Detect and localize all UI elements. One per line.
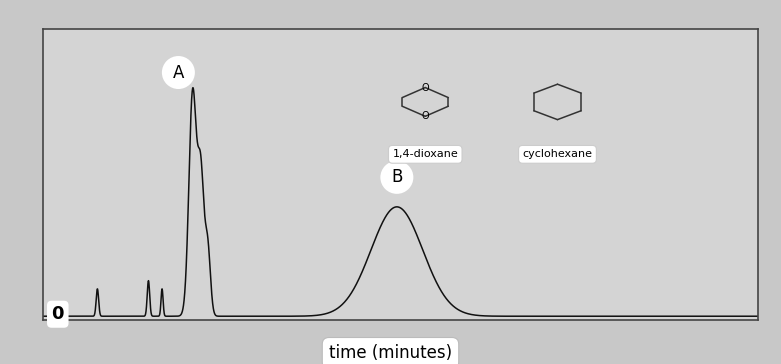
- Text: time (minutes): time (minutes): [329, 344, 452, 362]
- Text: 1,4-dioxane: 1,4-dioxane: [392, 149, 458, 159]
- Text: cyclohexane: cyclohexane: [522, 149, 593, 159]
- Text: B: B: [391, 169, 402, 186]
- Text: O: O: [422, 83, 429, 92]
- Text: O: O: [422, 111, 429, 121]
- Text: A: A: [173, 64, 184, 82]
- Text: 0: 0: [52, 305, 64, 323]
